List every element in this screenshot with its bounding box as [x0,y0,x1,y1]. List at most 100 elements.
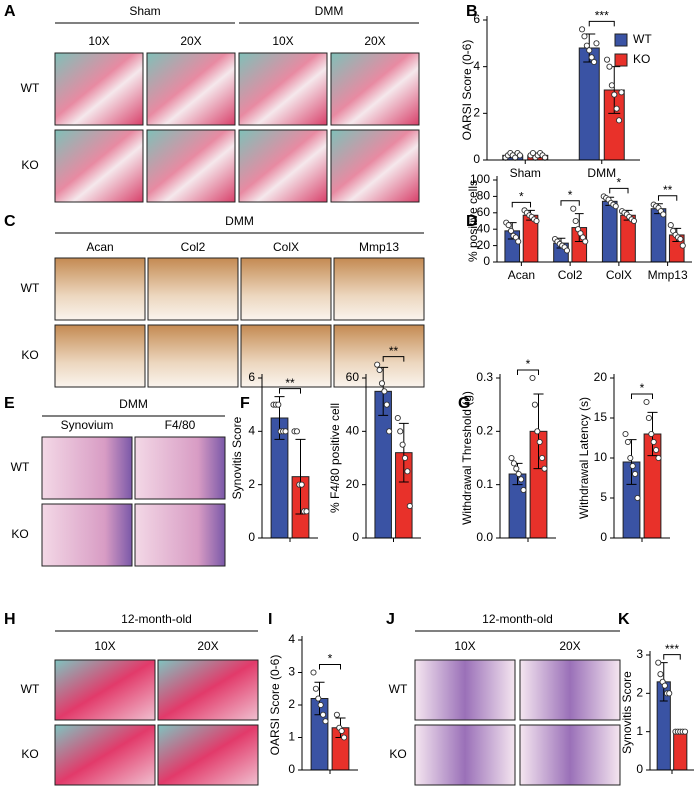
data-point [608,82,615,89]
y-tick-label: 20 [594,370,608,384]
panel-letter: G [458,395,470,412]
y-tick-label: 0 [288,762,295,776]
data-point [629,462,636,470]
data-point [531,401,538,408]
column-label: 10X [454,639,475,653]
column-label: Mmp13 [359,240,399,254]
legend-swatch [614,53,628,67]
x-tick-label: DMM [587,166,616,180]
data-point [394,414,401,422]
panel-letter: H [4,611,16,628]
significance-bracket [560,200,580,206]
column-label: 20X [197,639,218,653]
data-point [406,502,413,510]
y-tick-label: 2 [248,477,255,491]
data-point [624,438,631,446]
data-point [341,734,348,741]
micrograph [146,129,236,203]
data-point [539,454,546,462]
column-label: 20X [364,34,385,48]
data-point [627,454,634,462]
panel-letter: F [240,395,250,412]
row-label: KO [21,348,38,362]
data-point [630,217,638,225]
data-point [529,374,536,382]
micrograph [157,724,259,786]
group-header: Sham [129,4,160,18]
significance-bracket [279,388,301,394]
y-tick-label: 0 [473,152,480,166]
data-point [333,711,340,718]
data-point [397,428,404,435]
axes [499,374,556,539]
data-point [581,33,588,40]
y-axis-label: OARSI Score (0-6) [460,40,474,141]
micrograph [54,52,144,126]
panel-letter: A [4,3,16,20]
axes [301,636,358,771]
data-point [507,227,515,234]
micrograph [238,52,328,126]
micrograph [54,659,156,721]
micrograph [134,436,226,500]
data-point [322,718,329,725]
significance-bracket [588,20,615,27]
data-point [606,63,613,70]
data-point [622,430,629,438]
y-axis-label: % positive cells [466,180,480,262]
y-tick-label: 6 [473,12,480,26]
significance-bracket [382,356,405,362]
data-point [618,89,625,96]
axes [649,651,694,771]
panel-letter: I [268,611,272,628]
legend-label: WT [633,32,652,46]
column-label: ColX [273,240,299,254]
row-label: KO [21,158,38,172]
micrograph [41,436,133,500]
column-label: Col2 [181,240,206,254]
micrograph [330,129,420,203]
axes [613,374,670,539]
micrograph [134,503,226,567]
data-point [643,398,650,406]
significance-label: * [328,652,333,666]
data-point [650,438,657,446]
x-tick-label: Sham [510,166,541,180]
group-header: 12-month-old [482,612,553,626]
group-header: DMM [225,214,254,228]
legend-label: KO [633,52,650,66]
micrograph [54,724,156,786]
micrograph [330,52,420,126]
y-axis-label: Withdrawal Latency (s) [577,397,591,519]
data-point [579,26,586,33]
significance-bracket [319,664,341,670]
panel-letter: K [618,611,630,628]
data-point [315,695,322,702]
axes [496,176,692,263]
micrograph [147,257,239,321]
data-point [677,235,684,243]
data-point [515,238,522,245]
y-tick-label: 0.1 [476,477,493,491]
y-tick-label: 2 [473,106,480,120]
y-tick-label: 20 [477,238,491,252]
axes [486,16,640,161]
y-axis-label: OARSI Score (0-6) [268,655,282,756]
data-point [275,401,282,408]
data-point [667,222,674,229]
y-axis-label: % F4/80 positive cell [328,403,342,513]
column-label: 20X [180,34,201,48]
micrograph [238,129,328,203]
column-label: Synovium [61,418,114,432]
row-label: WT [21,281,40,295]
row-label: KO [21,747,38,761]
x-tick-label: ColX [606,268,632,282]
data-point [404,468,411,475]
y-tick-label: 6 [248,370,255,384]
data-point [583,42,590,49]
data-point [320,711,327,718]
data-point [381,388,388,395]
data-point [591,58,598,66]
data-point [657,671,664,678]
